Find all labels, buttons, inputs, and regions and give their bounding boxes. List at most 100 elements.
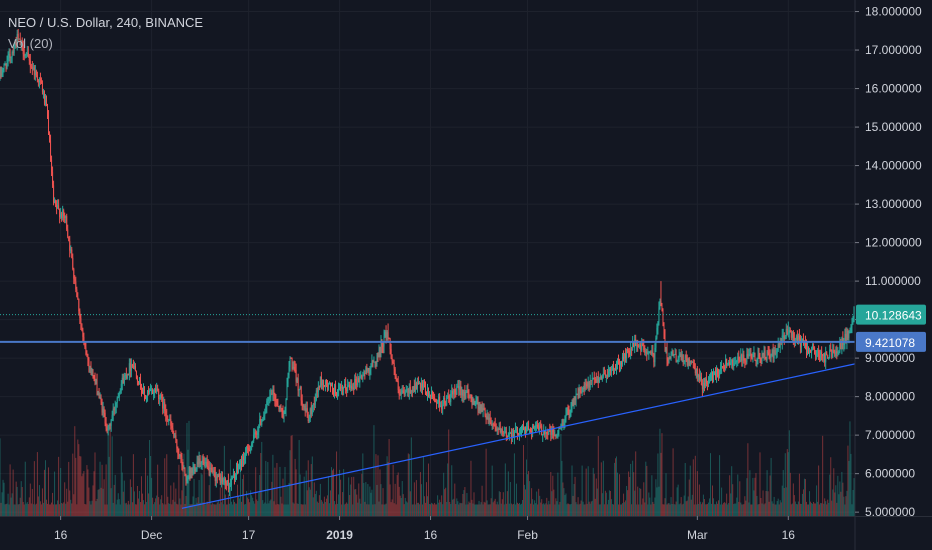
candle-body xyxy=(443,397,445,405)
volume-bar xyxy=(221,475,223,516)
volume-bar xyxy=(80,456,82,516)
candle-body xyxy=(311,405,313,415)
volume-bar xyxy=(16,486,18,516)
candle-body xyxy=(264,412,266,416)
volume-bar xyxy=(666,504,668,516)
volume-bar xyxy=(556,501,558,516)
candle-body xyxy=(545,431,547,435)
candle-body xyxy=(225,483,227,485)
volume-bar xyxy=(751,504,753,516)
candle-body xyxy=(794,339,796,342)
volume-bar xyxy=(605,492,607,516)
level-price-tag: 9.421078 xyxy=(856,331,926,352)
candle-body xyxy=(262,419,264,421)
candle-body xyxy=(253,434,255,441)
candle-body xyxy=(743,354,745,361)
candle-body xyxy=(148,391,150,393)
candle-body xyxy=(658,307,660,322)
candle-body xyxy=(602,373,604,377)
volume-bar xyxy=(462,494,464,516)
candle-body xyxy=(847,331,849,338)
volume-bar xyxy=(528,471,530,516)
volume-bar xyxy=(706,504,708,516)
volume-bar xyxy=(8,504,10,516)
candle-body xyxy=(5,64,7,69)
candle-body xyxy=(633,341,635,348)
candle-body xyxy=(434,397,436,401)
volume-bar xyxy=(150,455,152,516)
volume-bar xyxy=(630,463,632,516)
candle-body xyxy=(729,362,731,365)
candle-body xyxy=(202,460,204,462)
candle-body xyxy=(557,430,559,436)
volume-bar xyxy=(371,489,373,516)
volume-bar xyxy=(654,497,656,516)
price-tick-label: 16.000000 xyxy=(865,82,922,96)
candle-body xyxy=(795,336,797,340)
candle-body xyxy=(132,366,134,368)
volume-bar xyxy=(203,458,205,516)
candle-body xyxy=(465,392,467,399)
volume-bar xyxy=(710,503,712,516)
volume-bar xyxy=(536,491,538,516)
volume-bar xyxy=(372,504,374,516)
volume-bar xyxy=(565,493,567,516)
volume-bar xyxy=(469,502,471,516)
volume-bar xyxy=(156,495,158,516)
volume-bar xyxy=(416,502,418,516)
volume-bar xyxy=(184,503,186,516)
volume-bar xyxy=(97,489,99,516)
candle-body xyxy=(657,321,659,329)
volume-bar xyxy=(490,498,492,516)
candle-body xyxy=(722,366,724,368)
volume-bar xyxy=(448,429,450,516)
candle-body xyxy=(211,468,213,473)
volume-bar xyxy=(585,468,587,516)
candle-body xyxy=(436,402,438,404)
candle-body xyxy=(128,363,130,375)
candle-body xyxy=(437,402,439,404)
volume-bar xyxy=(164,458,166,516)
volume-bar xyxy=(701,502,703,516)
volume-bar xyxy=(523,445,525,516)
candle-body xyxy=(820,351,822,361)
candle-body xyxy=(197,461,199,465)
volume-bar xyxy=(564,495,566,516)
candle-body xyxy=(43,91,45,103)
candle-body xyxy=(429,394,431,397)
volume-bar xyxy=(687,496,689,516)
candle-body xyxy=(851,323,853,327)
candle-body xyxy=(337,389,339,397)
volume-bar xyxy=(231,504,233,516)
volume-bar xyxy=(113,484,115,516)
volume-bar xyxy=(120,456,122,516)
volume-bar xyxy=(754,477,756,516)
volume-bar xyxy=(502,492,504,516)
candle-body xyxy=(540,425,542,427)
volume-bar xyxy=(826,504,828,516)
volume-bar xyxy=(354,489,356,516)
volume-bar xyxy=(763,504,765,516)
candle-body xyxy=(775,353,777,355)
candle-body xyxy=(828,357,830,359)
candle-body xyxy=(279,406,281,410)
time-tick-label: 17 xyxy=(242,528,256,542)
candle-body xyxy=(154,388,156,393)
volume-bar xyxy=(809,491,811,516)
candle-body xyxy=(199,458,201,464)
candle-body xyxy=(531,431,533,433)
candle-body xyxy=(700,376,702,385)
volume-bar xyxy=(23,504,25,516)
candle-body xyxy=(147,391,149,396)
candle-body xyxy=(449,397,451,403)
candle-body xyxy=(593,377,595,379)
candle-body xyxy=(799,339,801,348)
candle-body xyxy=(609,369,611,371)
candle-body xyxy=(204,463,206,465)
volume-bar xyxy=(491,465,493,516)
volume-bar xyxy=(481,485,483,516)
candle-body xyxy=(52,172,54,186)
volume-bar xyxy=(213,504,215,516)
